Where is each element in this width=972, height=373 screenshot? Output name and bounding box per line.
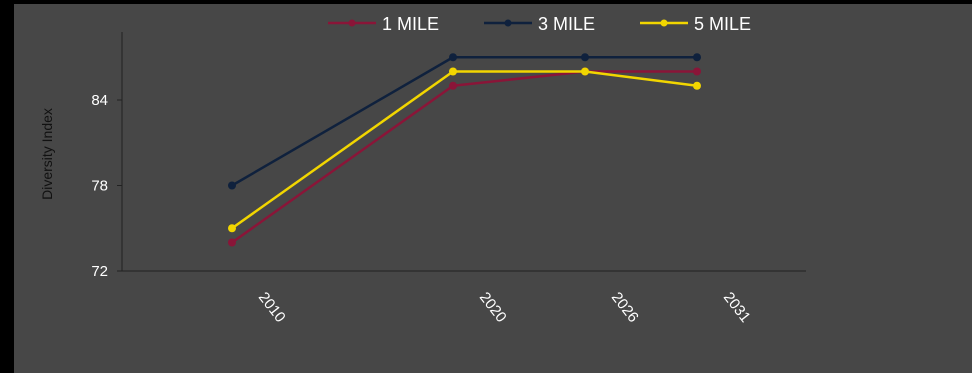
legend-swatch-dot (348, 19, 356, 27)
chart-panel (14, 4, 972, 373)
x-tick-label: 2031 (720, 289, 754, 326)
data-point[interactable] (228, 181, 236, 190)
legend-swatch-dot (660, 19, 668, 27)
data-point[interactable] (449, 53, 457, 62)
data-point[interactable] (228, 224, 236, 233)
data-point[interactable] (693, 53, 701, 62)
x-tick-label: 2020 (476, 289, 510, 326)
data-point[interactable] (581, 67, 589, 76)
series-lines (228, 53, 701, 247)
data-point[interactable] (693, 81, 701, 90)
data-point[interactable] (449, 81, 457, 90)
data-point[interactable] (228, 238, 236, 247)
y-tick-label: 84 (91, 92, 108, 109)
data-point[interactable] (581, 53, 589, 62)
x-tick-labels: 2010 2020 2026 2031 (255, 289, 754, 326)
legend-swatch-dot (504, 19, 512, 27)
chart-axes: Diversity Index (39, 32, 806, 272)
legend-label[interactable]: 1 MILE (382, 14, 439, 34)
y-tick-labels: 72 78 84 (91, 92, 122, 280)
series-line-2 (231, 70, 698, 230)
data-point[interactable] (449, 67, 457, 76)
data-point[interactable] (693, 67, 701, 76)
legend-label[interactable]: 5 MILE (694, 14, 751, 34)
y-tick-label: 72 (91, 263, 108, 280)
x-tick-label: 2026 (608, 289, 642, 326)
legend-label[interactable]: 3 MILE (538, 14, 595, 34)
y-tick-label: 78 (91, 178, 108, 195)
series-line-0 (231, 70, 697, 244)
series-line-1 (231, 56, 697, 187)
x-tick-label: 2010 (255, 289, 289, 326)
legend: 1 MILE 3 MILE 5 MILE (328, 14, 751, 34)
y-axis-title: Diversity Index (39, 108, 55, 200)
